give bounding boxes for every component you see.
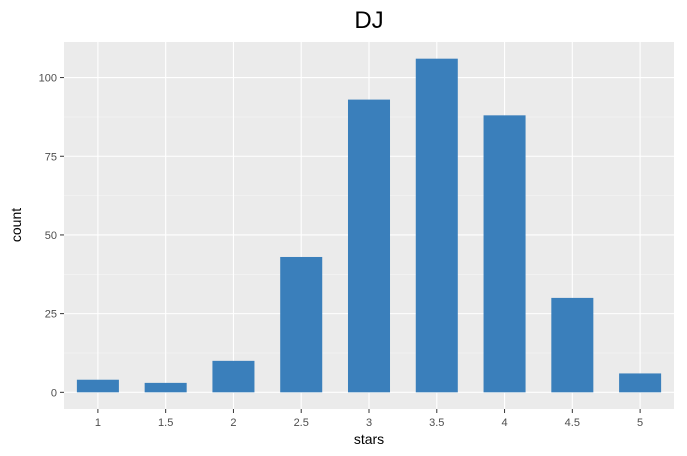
bar bbox=[551, 297, 594, 393]
x-tick-label: 2.5 bbox=[294, 417, 309, 429]
x-tick-label: 1.5 bbox=[158, 417, 173, 429]
bar bbox=[212, 360, 255, 393]
y-tick-label: 50 bbox=[45, 230, 57, 242]
bar bbox=[280, 256, 323, 393]
bar bbox=[415, 58, 458, 393]
y-tick-label: 0 bbox=[51, 387, 57, 399]
x-tick-label: 4.5 bbox=[565, 417, 580, 429]
x-tick-label: 5 bbox=[637, 417, 643, 429]
bar bbox=[347, 99, 391, 393]
bar bbox=[483, 115, 526, 393]
x-axis-title: stars bbox=[354, 431, 384, 447]
bar bbox=[76, 379, 119, 393]
x-tick-label: 2 bbox=[230, 417, 236, 429]
x-tick-label: 3 bbox=[366, 417, 372, 429]
y-tick-label: 25 bbox=[45, 309, 57, 321]
y-axis: 0 25 50 75 100 bbox=[39, 73, 64, 399]
bars bbox=[76, 58, 662, 393]
y-axis-title: count bbox=[8, 208, 24, 242]
chart-title: DJ bbox=[354, 7, 383, 34]
x-axis: 1 1.5 2 2.5 3 3.5 4 4.5 5 bbox=[95, 409, 643, 429]
y-tick-label: 100 bbox=[39, 73, 57, 85]
x-tick-label: 3.5 bbox=[429, 417, 444, 429]
bar bbox=[619, 373, 662, 393]
x-tick-label: 4 bbox=[501, 417, 507, 429]
x-tick-label: 1 bbox=[95, 417, 101, 429]
bar bbox=[144, 382, 187, 393]
y-tick-label: 75 bbox=[45, 151, 57, 163]
